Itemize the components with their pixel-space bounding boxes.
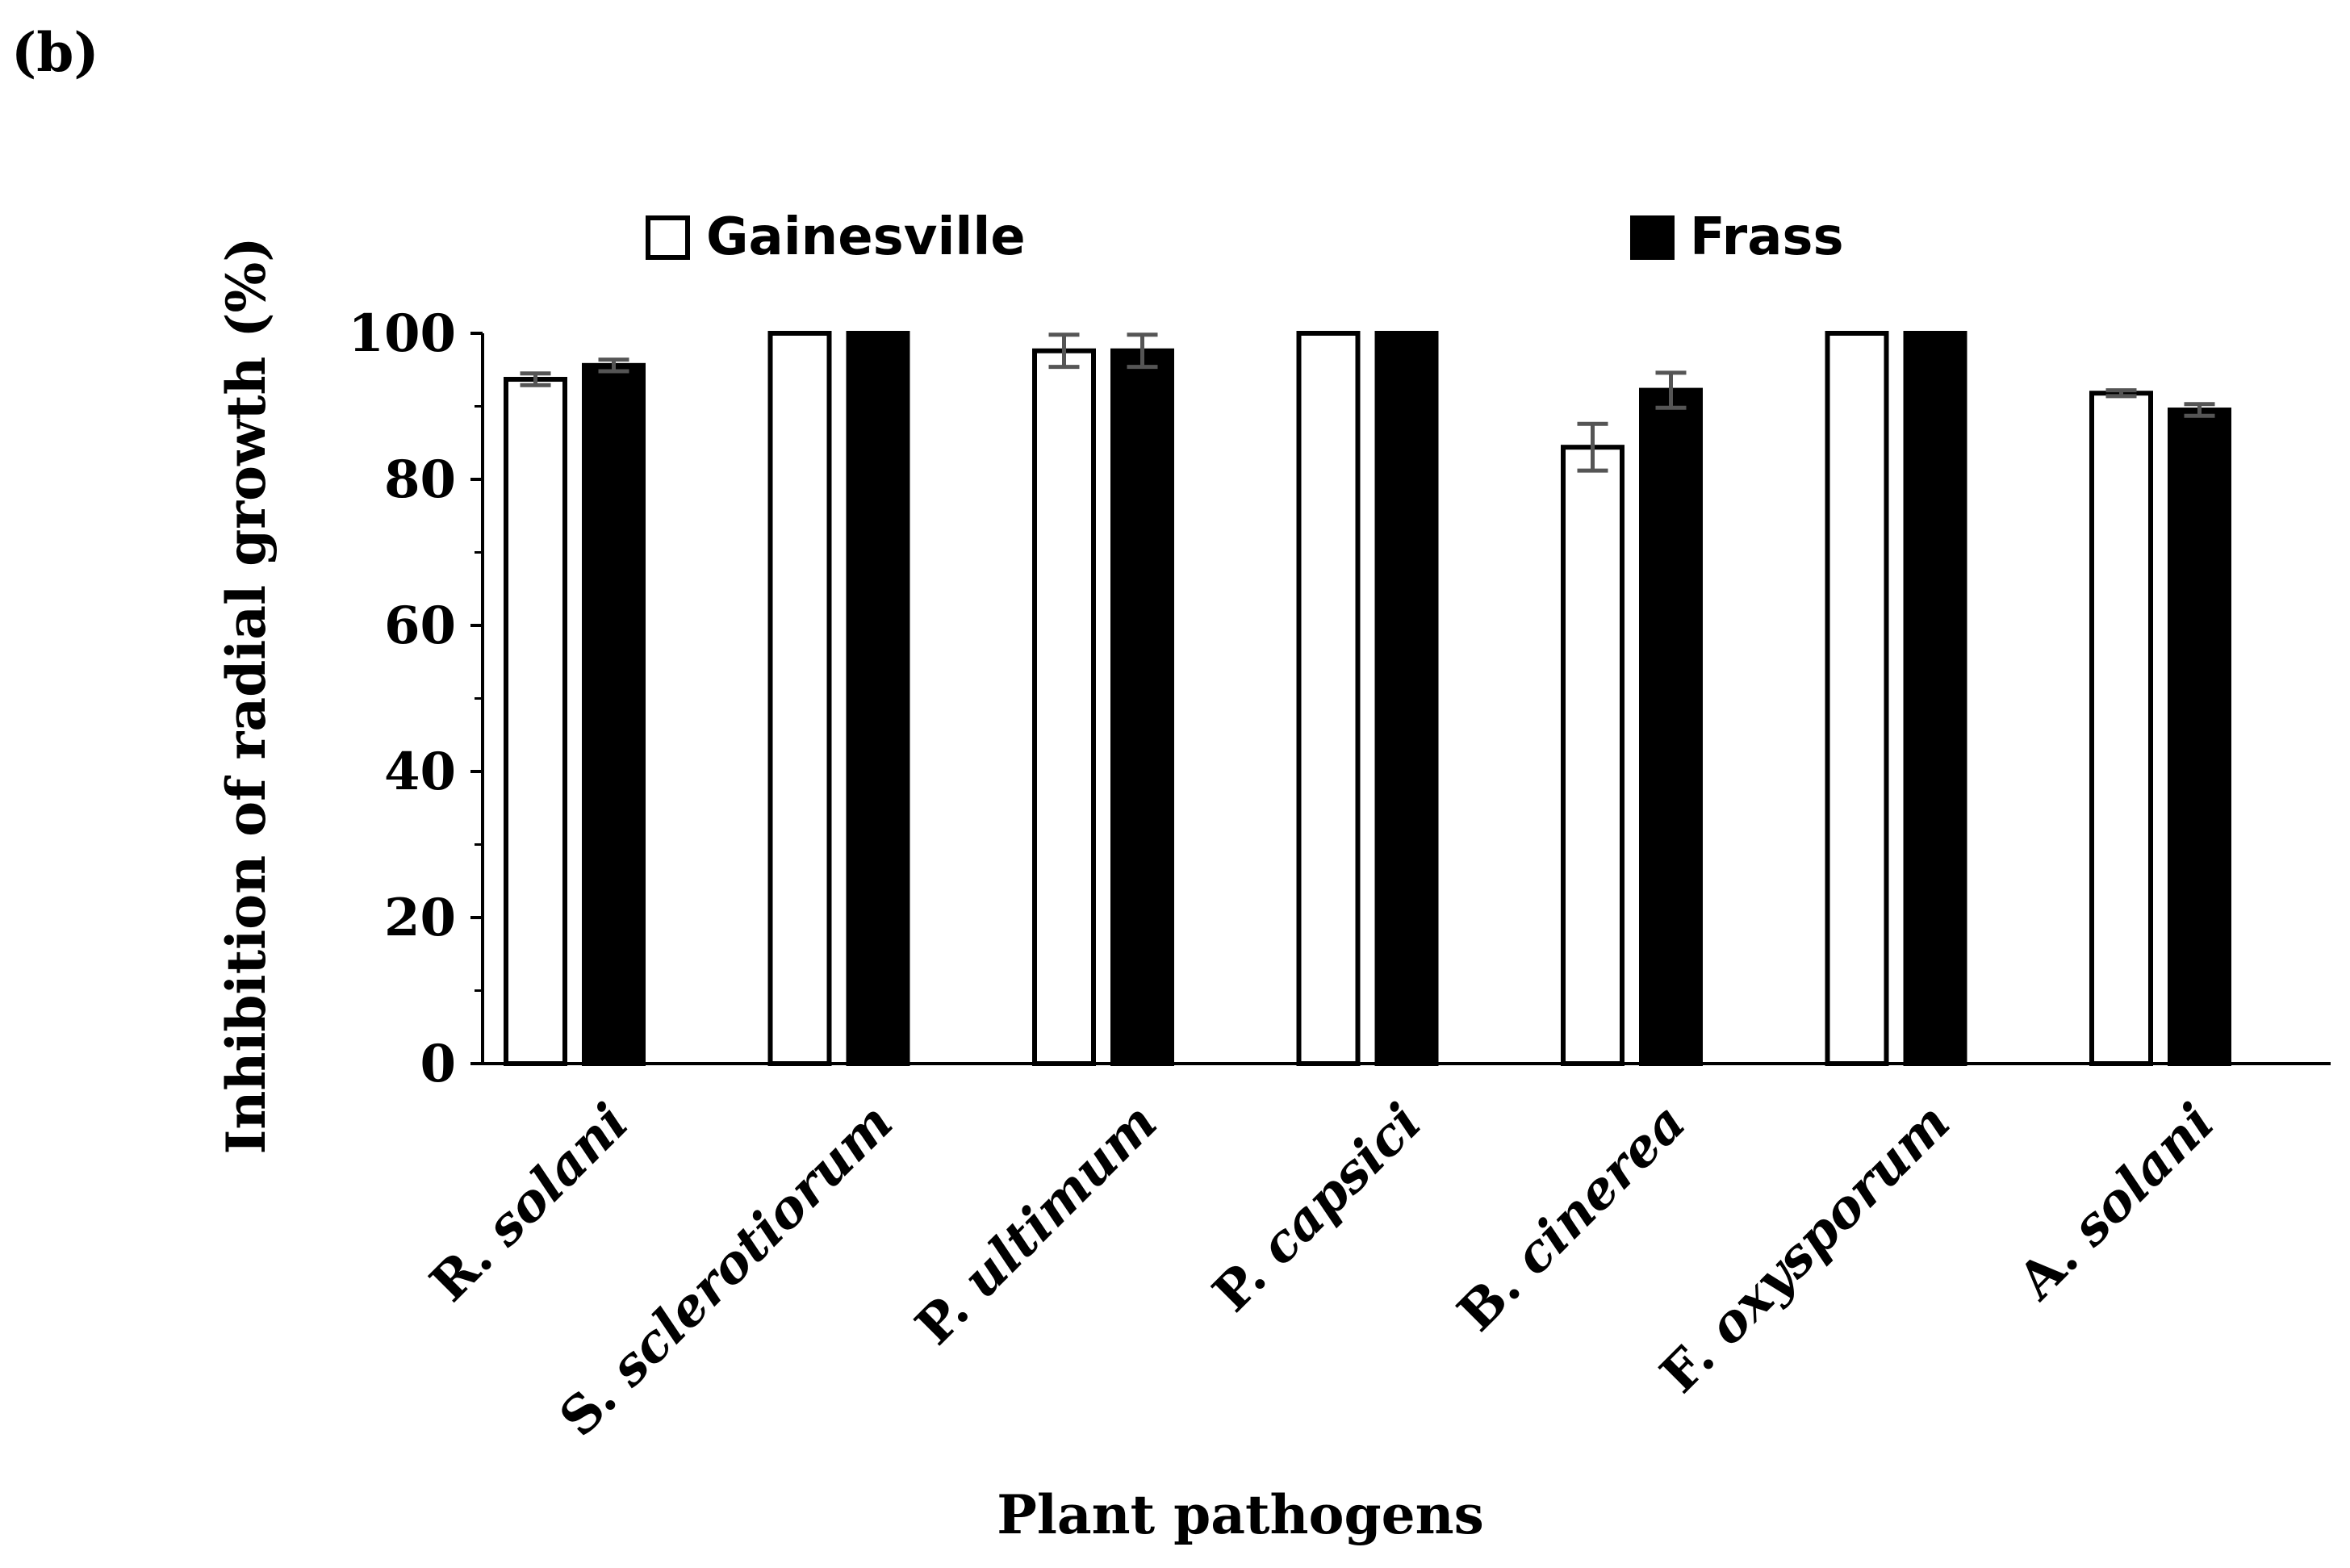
bar-gainesville-5 xyxy=(1561,445,1625,1066)
error-bar-gainesville-1 xyxy=(520,371,551,387)
bar-frass-3 xyxy=(1110,348,1174,1067)
legend-swatch-frass xyxy=(1630,215,1675,260)
error-bar-gainesville-7 xyxy=(2105,388,2137,399)
bar-frass-1 xyxy=(582,362,646,1066)
y-axis-title: Inhibition of radial growth (%) xyxy=(215,236,278,1154)
error-bar-frass-5 xyxy=(1655,370,1687,410)
y-tick-label-0: 0 xyxy=(420,1034,456,1094)
x-tick-label-4: P. capsici xyxy=(1202,1092,1433,1323)
legend-swatch-gainesville xyxy=(646,215,690,260)
x-tick-label-species: solani xyxy=(2059,1092,2226,1258)
y-tick-label-20: 20 xyxy=(384,888,456,948)
bar-frass-4 xyxy=(1374,331,1439,1066)
error-bar-gainesville-3 xyxy=(1048,332,1080,370)
bar-gainesville-3 xyxy=(1032,348,1096,1067)
y-tick-label-60: 60 xyxy=(384,596,456,656)
y-tick-label-40: 40 xyxy=(384,742,456,802)
x-axis-title: Plant pathogens xyxy=(997,1483,1484,1546)
legend: Gainesville Frass xyxy=(646,207,1844,267)
bar-frass-2 xyxy=(846,331,910,1066)
x-tick-label-species: sclerotiorum xyxy=(598,1092,905,1399)
bar-frass-6 xyxy=(1903,331,1967,1066)
bar-gainesville-2 xyxy=(767,331,832,1066)
x-tick-label-6: F. oxysporum xyxy=(1649,1092,1962,1405)
x-tick-label-3: P. ultimum xyxy=(904,1092,1169,1357)
error-bars xyxy=(520,332,2215,473)
y-tick-label-80: 80 xyxy=(384,449,456,510)
bar-gainesville-4 xyxy=(1296,331,1361,1066)
x-tick-label-7: A. solani xyxy=(2006,1092,2227,1312)
panel-label: (b) xyxy=(11,21,99,84)
error-bar-frass-7 xyxy=(2184,402,2215,418)
error-bar-frass-1 xyxy=(598,358,629,374)
error-bar-gainesville-5 xyxy=(1577,421,1608,473)
bar-gainesville-1 xyxy=(504,377,567,1066)
x-tick-label-species: capsici xyxy=(1248,1092,1433,1277)
x-tick-label-5: B. cinerea xyxy=(1446,1092,1697,1343)
error-bar-frass-3 xyxy=(1127,332,1158,370)
bars xyxy=(504,331,2231,1067)
bar-gainesville-7 xyxy=(2089,391,2153,1066)
bar-gainesville-6 xyxy=(1825,331,1889,1066)
legend-label-gainesville: Gainesville xyxy=(706,207,1026,267)
x-tick-label-1: R. solani xyxy=(419,1092,640,1313)
legend-label-frass: Frass xyxy=(1690,207,1844,267)
bar-frass-7 xyxy=(2168,408,2231,1066)
x-tick-label-species: ultimum xyxy=(951,1092,1169,1310)
bar-frass-5 xyxy=(1639,387,1703,1066)
x-tick-label-species: solani xyxy=(474,1092,640,1258)
y-axis-ticks: 0 20 40 60 80 100 xyxy=(348,303,483,1094)
y-tick-label-100: 100 xyxy=(348,303,456,364)
x-tick-label-species: oxysporum xyxy=(1696,1092,1961,1357)
x-tick-label-species: cinerea xyxy=(1503,1092,1697,1286)
